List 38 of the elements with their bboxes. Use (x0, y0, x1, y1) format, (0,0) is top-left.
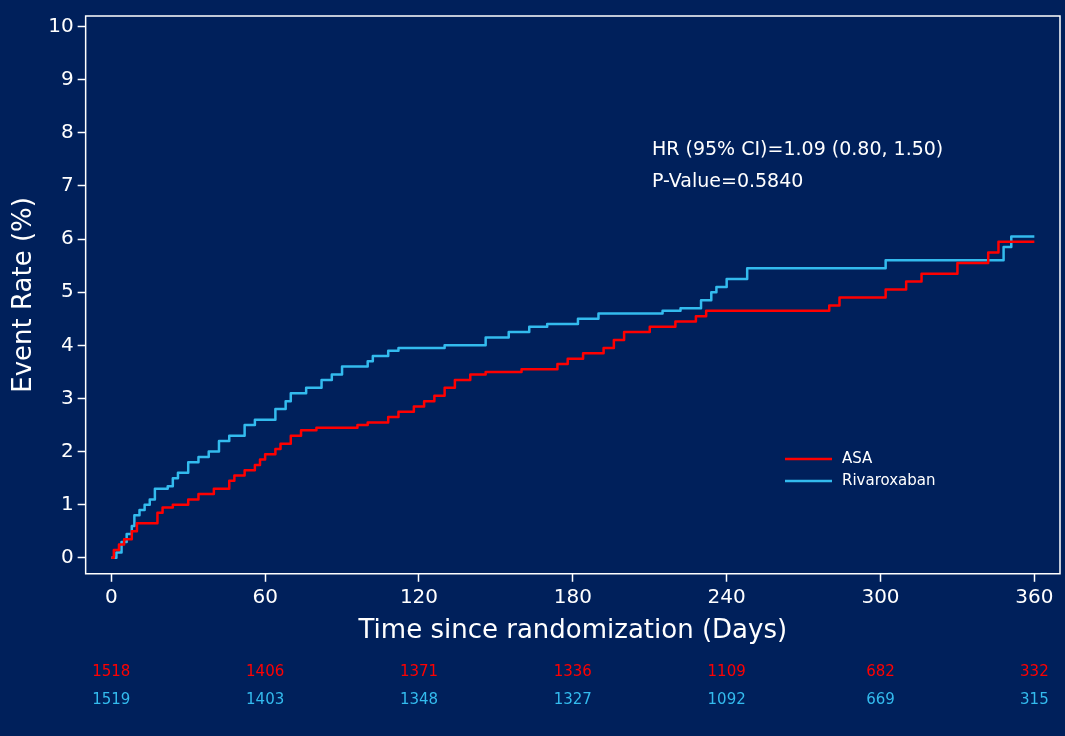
text: 669 (866, 689, 895, 708)
annotation: P-Value=0.5840 (652, 169, 804, 191)
text: 1109 (707, 661, 746, 680)
x-tick-label: 180 (553, 584, 592, 608)
y-tick-label: 9 (60, 65, 74, 90)
text: 315 (1020, 689, 1049, 708)
y-axis-title: Event Rate (%) (7, 197, 38, 393)
text: 682 (866, 661, 895, 680)
y-tick-label: 8 (60, 119, 74, 144)
text: 1336 (553, 661, 592, 680)
y-tick-label: 10 (48, 12, 74, 37)
text: 1327 (553, 689, 592, 708)
y-tick-label: 7 (60, 172, 74, 197)
y-tick-label: 4 (60, 331, 74, 356)
text: 1518 (92, 661, 131, 680)
text: 1406 (246, 661, 285, 680)
x-tick-label: 60 (252, 584, 278, 608)
x-tick-label: 300 (861, 584, 900, 608)
annotation: HR (95% CI)=1.09 (0.80, 1.50) (652, 137, 944, 159)
text: 332 (1020, 661, 1049, 680)
y-tick-label: 0 (60, 544, 74, 569)
y-tick-label: 1 (60, 490, 74, 515)
legend-label: ASA (842, 448, 874, 467)
text: 1403 (246, 689, 285, 708)
text: 1371 (399, 661, 439, 680)
y-tick-label: 6 (60, 225, 74, 250)
legend-label: Rivaroxaban (842, 470, 936, 489)
text: 1519 (92, 689, 131, 708)
x-tick-label: 360 (1015, 584, 1054, 608)
text: 1092 (707, 689, 746, 708)
text: 1348 (399, 689, 439, 708)
x-tick-label: 0 (104, 584, 118, 608)
y-tick-label: 2 (60, 437, 74, 462)
y-tick-label: 5 (60, 278, 74, 303)
x-tick-label: 240 (707, 584, 746, 608)
x-tick-label: 120 (399, 584, 439, 608)
y-tick-label: 3 (60, 384, 74, 409)
x-axis-title: Time since randomization (Days) (357, 614, 788, 645)
